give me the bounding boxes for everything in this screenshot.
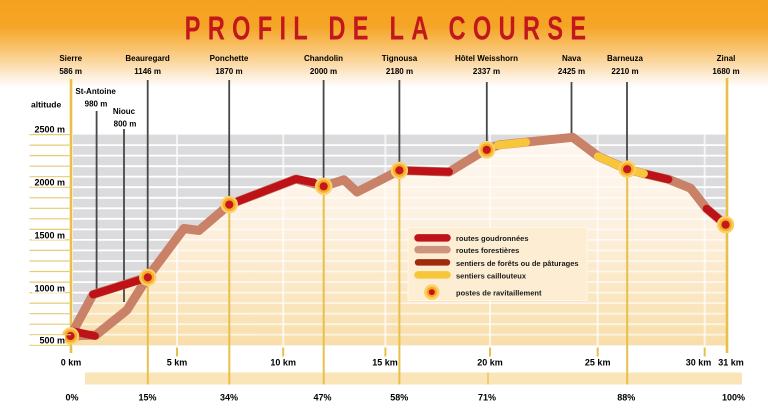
- svg-text:2337 m: 2337 m: [473, 67, 500, 76]
- svg-text:88%: 88%: [617, 393, 635, 403]
- svg-text:71%: 71%: [478, 393, 496, 403]
- svg-text:2000 m: 2000 m: [310, 67, 337, 76]
- svg-text:postes de ravitaillement: postes de ravitaillement: [456, 289, 542, 298]
- svg-text:Niouc: Niouc: [113, 107, 136, 116]
- svg-text:sentiers de forêts ou de pâtur: sentiers de forêts ou de pâturages: [456, 259, 579, 268]
- svg-text:5 km: 5 km: [167, 358, 188, 368]
- svg-text:58%: 58%: [390, 393, 408, 403]
- svg-text:Nava: Nava: [562, 54, 582, 63]
- svg-text:Sierre: Sierre: [59, 54, 82, 63]
- svg-text:altitude: altitude: [31, 100, 61, 110]
- svg-text:15%: 15%: [138, 393, 156, 403]
- svg-text:Tignousa: Tignousa: [382, 54, 418, 63]
- svg-text:20 km: 20 km: [477, 358, 503, 368]
- svg-text:47%: 47%: [313, 393, 331, 403]
- svg-text:0%: 0%: [65, 393, 78, 403]
- svg-text:2210 m: 2210 m: [611, 67, 638, 76]
- svg-text:30 km: 30 km: [686, 358, 712, 368]
- svg-text:800 m: 800 m: [114, 120, 137, 129]
- svg-text:Beauregard: Beauregard: [125, 54, 170, 63]
- svg-text:Barneuza: Barneuza: [607, 54, 644, 63]
- svg-text:10 km: 10 km: [270, 358, 296, 368]
- svg-text:2180 m: 2180 m: [386, 67, 413, 76]
- svg-text:2425 m: 2425 m: [558, 67, 585, 76]
- svg-text:500 m: 500 m: [39, 335, 65, 345]
- svg-text:St-Antoine: St-Antoine: [75, 87, 116, 96]
- svg-text:34%: 34%: [220, 393, 238, 403]
- svg-text:100%: 100%: [722, 393, 745, 403]
- svg-text:0 km: 0 km: [61, 358, 82, 368]
- svg-text:routes goudronnées: routes goudronnées: [456, 234, 529, 243]
- svg-text:sentiers caillouteux: sentiers caillouteux: [456, 271, 527, 280]
- svg-text:Hôtel Weisshorn: Hôtel Weisshorn: [455, 54, 518, 63]
- svg-text:1680 m: 1680 m: [712, 67, 739, 76]
- svg-text:980 m: 980 m: [85, 100, 108, 109]
- svg-text:1146 m: 1146 m: [134, 67, 161, 76]
- svg-text:PROFIL DE LA COURSE: PROFIL DE LA COURSE: [185, 11, 594, 48]
- svg-text:Chandolin: Chandolin: [304, 54, 343, 63]
- svg-text:586 m: 586 m: [59, 67, 82, 76]
- svg-text:31 km: 31 km: [718, 358, 744, 368]
- svg-text:1500 m: 1500 m: [34, 230, 65, 240]
- svg-text:2000 m: 2000 m: [34, 177, 65, 187]
- svg-text:2500 m: 2500 m: [34, 125, 65, 135]
- svg-text:routes forestières: routes forestières: [456, 246, 519, 255]
- svg-text:Ponchette: Ponchette: [210, 54, 249, 63]
- svg-text:1000 m: 1000 m: [34, 283, 65, 293]
- svg-text:25 km: 25 km: [585, 358, 611, 368]
- svg-text:Zinal: Zinal: [717, 54, 736, 63]
- svg-text:15 km: 15 km: [372, 358, 398, 368]
- svg-text:1870 m: 1870 m: [215, 67, 242, 76]
